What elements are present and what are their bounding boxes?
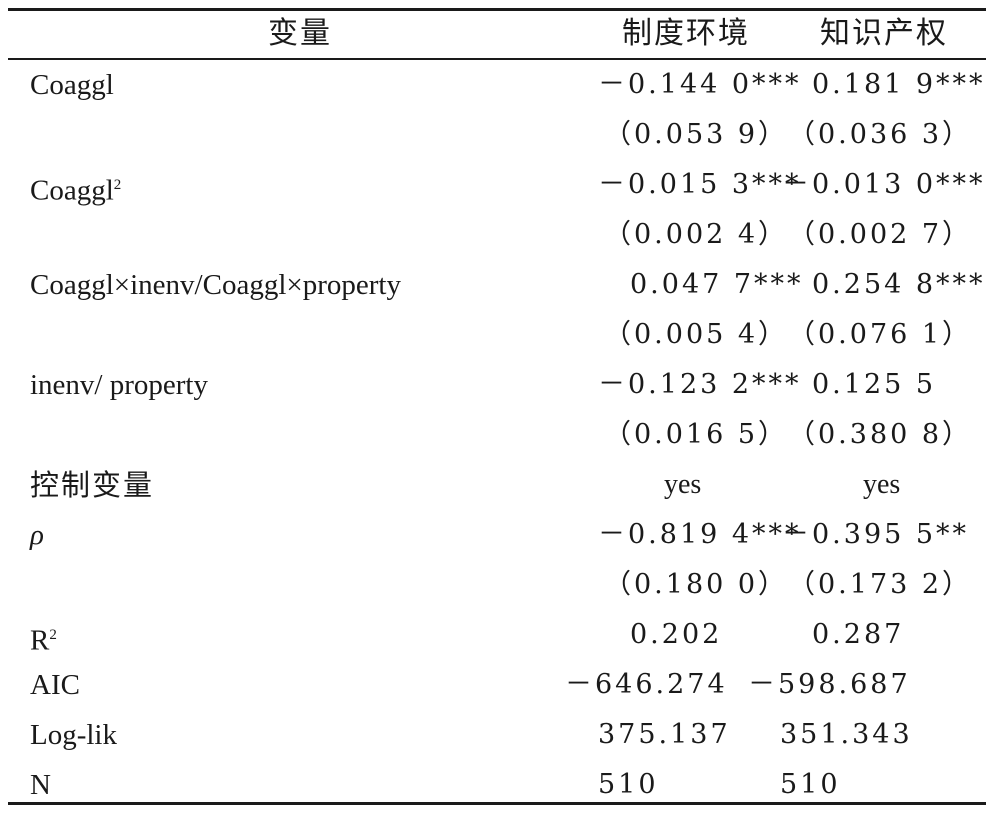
table-row: （0.016 5） （0.380 8） [0,410,992,460]
cell-intellectual-property: 0.125 5 [812,369,937,400]
table-row: Log-lik 375.137 351.343 [0,710,992,760]
cell-institutional-environment: －0.819 4*** [598,519,802,550]
row-label-text: 控制变量 [30,468,155,502]
row-label-superscript: 2 [49,627,57,643]
cell-intellectual-property: （0.380 8） [788,419,973,450]
cell-institutional-environment: －0.123 2*** [598,369,802,400]
row-label-text: Coaggl [30,174,114,207]
row-label: N [30,760,51,810]
row-label: Coaggl [30,60,114,110]
cell-intellectual-property: 0.254 8*** [812,269,986,300]
row-label-text: AIC [30,669,80,701]
table-row: inenv/ property －0.123 2*** 0.125 5 [0,360,992,410]
cell-institutional-environment: －0.015 3*** [598,169,802,200]
table-row: 控制变量 yes yes [0,460,992,510]
row-label-superscript: 2 [113,177,122,193]
header-institutional-environment: 制度环境 [622,16,750,51]
table-row: （0.180 0） （0.173 2） [0,560,992,610]
cell-institutional-environment: yes [664,469,702,500]
cell-intellectual-property: （0.076 1） [788,319,973,350]
cell-institutional-environment: （0.053 9） [604,119,789,150]
cell-intellectual-property: （0.002 7） [788,219,973,250]
cell-institutional-environment: （0.002 4） [604,219,789,250]
table-row: R2 0.202 0.287 [0,610,992,660]
cell-intellectual-property: －0.013 0*** [782,169,986,200]
row-label: Coaggl2 [30,160,121,210]
table-row: Coaggl×inenv/Coaggl×property 0.047 7*** 0.… [0,260,992,310]
table-row: ρ －0.819 4*** －0.395 5** [0,510,992,560]
cell-institutional-environment: （0.016 5） [604,419,789,450]
row-label-text: Coaggl [30,69,114,101]
cell-institutional-environment: （0.180 0） [604,569,789,600]
row-label: ρ [30,510,44,560]
table-body: Coaggl －0.144 0*** 0.181 9*** （0.053 9） （0.0… [0,60,992,810]
row-label-text: N [30,769,51,801]
table-row: N 510 510 [0,760,992,810]
cell-institutional-environment: 375.137 [598,719,731,750]
cell-institutional-environment: －646.274 [565,669,728,700]
cell-institutional-environment: －0.144 0*** [598,69,802,100]
table-row: （0.053 9） （0.036 3） [0,110,992,160]
table-bottom-rule [8,802,986,805]
row-label: Coaggl×inenv/Coaggl×property [30,260,401,310]
cell-intellectual-property: －598.687 [748,669,911,700]
table-row: Coaggl －0.144 0*** 0.181 9*** [0,60,992,110]
row-label-text: Coaggl×inenv/Coaggl×property [30,269,401,301]
row-label: AIC [30,660,80,710]
row-label-text: inenv/ property [30,369,208,401]
cell-institutional-environment: （0.005 4） [604,319,789,350]
row-label-text: R [30,624,50,657]
table-top-rule [8,8,986,11]
table-row: （0.002 4） （0.002 7） [0,210,992,260]
table-row: （0.005 4） （0.076 1） [0,310,992,360]
row-label: inenv/ property [30,360,208,410]
row-label: R2 [30,610,57,660]
cell-institutional-environment: 0.047 7*** [630,269,804,300]
table-row: Coaggl2 －0.015 3*** －0.013 0*** [0,160,992,210]
row-label-text: ρ [30,519,44,551]
cell-institutional-environment: 0.202 [630,619,723,650]
cell-intellectual-property: －0.395 5** [782,519,970,550]
cell-intellectual-property: （0.173 2） [788,569,973,600]
cell-intellectual-property: （0.036 3） [788,119,973,150]
cell-intellectual-property: 0.181 9*** [812,69,986,100]
cell-intellectual-property: 510 [780,769,841,800]
header-rule [8,58,986,60]
cell-intellectual-property: 0.287 [812,619,905,650]
header-intellectual-property: 知识产权 [820,16,948,51]
cell-intellectual-property: 351.343 [780,719,913,750]
row-label: 控制变量 [30,460,154,510]
cell-institutional-environment: 510 [598,769,659,800]
cell-intellectual-property: yes [863,469,901,500]
row-label: Log-lik [30,710,117,760]
header-variable: 变量 [268,16,332,51]
row-label-text: Log-lik [30,719,117,751]
table-row: AIC －646.274 －598.687 [0,660,992,710]
